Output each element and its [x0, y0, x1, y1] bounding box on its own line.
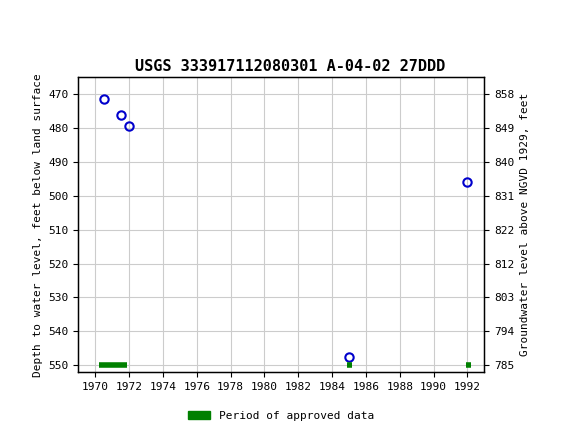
Legend: Period of approved data: Period of approved data	[184, 406, 379, 425]
Text: ╳USGS: ╳USGS	[9, 13, 72, 38]
Y-axis label: Groundwater level above NGVD 1929, feet: Groundwater level above NGVD 1929, feet	[520, 93, 530, 356]
Text: USGS 333917112080301 A-04-02 27DDD: USGS 333917112080301 A-04-02 27DDD	[135, 59, 445, 74]
Y-axis label: Depth to water level, feet below land surface: Depth to water level, feet below land su…	[33, 73, 43, 377]
